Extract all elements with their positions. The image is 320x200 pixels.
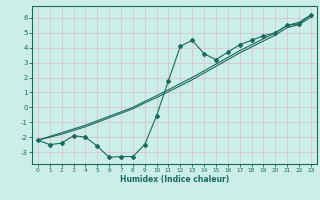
X-axis label: Humidex (Indice chaleur): Humidex (Indice chaleur) [120,175,229,184]
